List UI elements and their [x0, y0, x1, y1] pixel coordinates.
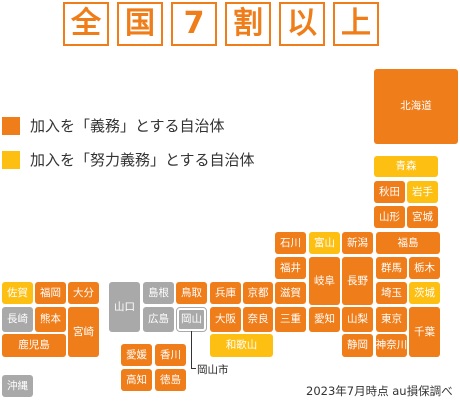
pref-nagano: 長野	[342, 257, 373, 305]
pref-saga: 佐賀	[2, 282, 33, 304]
legend-swatch-mandatory	[2, 117, 20, 135]
title-char: 7	[171, 2, 217, 46]
legend-label-effort: 加入を「努力義務」とする自治体	[30, 151, 255, 169]
pref-nara: 奈良	[243, 307, 273, 332]
pref-tottori: 鳥取	[176, 282, 207, 304]
pref-tokyo: 東京	[376, 307, 407, 332]
pref-aichi: 愛知	[309, 307, 340, 332]
pref-osaka: 大阪	[210, 307, 241, 332]
pref-aomori: 青森	[374, 156, 438, 177]
pref-iwate: 岩手	[407, 181, 438, 203]
pref-oita: 大分	[68, 282, 99, 304]
pref-hokkaido: 北海道	[374, 69, 458, 144]
callout-line	[191, 331, 192, 369]
title-char: 割	[225, 2, 271, 46]
pref-chiba: 千葉	[409, 307, 440, 357]
pref-shimane: 島根	[143, 282, 174, 304]
pref-tochigi: 栃木	[409, 257, 440, 279]
pref-niigata: 新潟	[342, 232, 373, 254]
pref-kagoshima: 鹿児島	[2, 334, 66, 357]
pref-gunma: 群馬	[376, 257, 407, 279]
pref-akita: 秋田	[374, 181, 405, 203]
legend-label-mandatory: 加入を「義務」とする自治体	[30, 117, 225, 135]
title-char: 上	[333, 2, 379, 46]
legend-swatch-effort	[2, 151, 20, 169]
title-char: 国	[117, 2, 163, 46]
pref-toyama: 富山	[309, 232, 340, 254]
pref-kagawa: 香川	[155, 344, 186, 366]
pref-okinawa: 沖縄	[2, 375, 33, 397]
source-note: 2023年7月時点 au損保調べ	[306, 384, 453, 398]
pref-kanagawa: 神奈川	[376, 334, 407, 357]
pref-yamaguchi: 山口	[109, 282, 140, 332]
callout-line-tick	[191, 368, 196, 369]
pref-ehime: 愛媛	[121, 344, 152, 366]
pref-ibaraki: 茨城	[409, 282, 440, 304]
pref-gifu: 岐阜	[309, 257, 340, 305]
title-char: 全	[63, 2, 109, 46]
pref-fukui: 福井	[275, 257, 306, 279]
pref-fukuoka: 福岡	[35, 282, 66, 304]
pref-miyagi: 宮城	[407, 206, 438, 228]
pref-hiroshima: 広島	[143, 307, 174, 332]
pref-hyogo: 兵庫	[210, 282, 241, 304]
title-char: 以	[279, 2, 325, 46]
pref-wakayama: 和歌山	[210, 334, 273, 357]
pref-miyazaki: 宮崎	[68, 307, 99, 357]
pref-kochi: 高知	[121, 369, 152, 391]
pref-yamagata: 山形	[374, 206, 405, 228]
pref-okayama: 岡山	[176, 307, 207, 332]
callout-okayama-city: 岡山市	[197, 364, 229, 376]
pref-nagasaki: 長崎	[2, 307, 33, 332]
pref-ishikawa: 石川	[275, 232, 306, 254]
pref-shiga: 滋賀	[275, 282, 306, 304]
pref-kyoto: 京都	[243, 282, 273, 304]
pref-mie: 三重	[275, 307, 306, 332]
pref-kumamoto: 熊本	[35, 307, 66, 332]
pref-shizuoka: 静岡	[342, 334, 373, 357]
pref-fukushima: 福島	[376, 232, 440, 254]
pref-tokushima: 徳島	[155, 369, 186, 391]
pref-yamanashi: 山梨	[342, 307, 373, 332]
pref-saitama: 埼玉	[376, 282, 407, 304]
